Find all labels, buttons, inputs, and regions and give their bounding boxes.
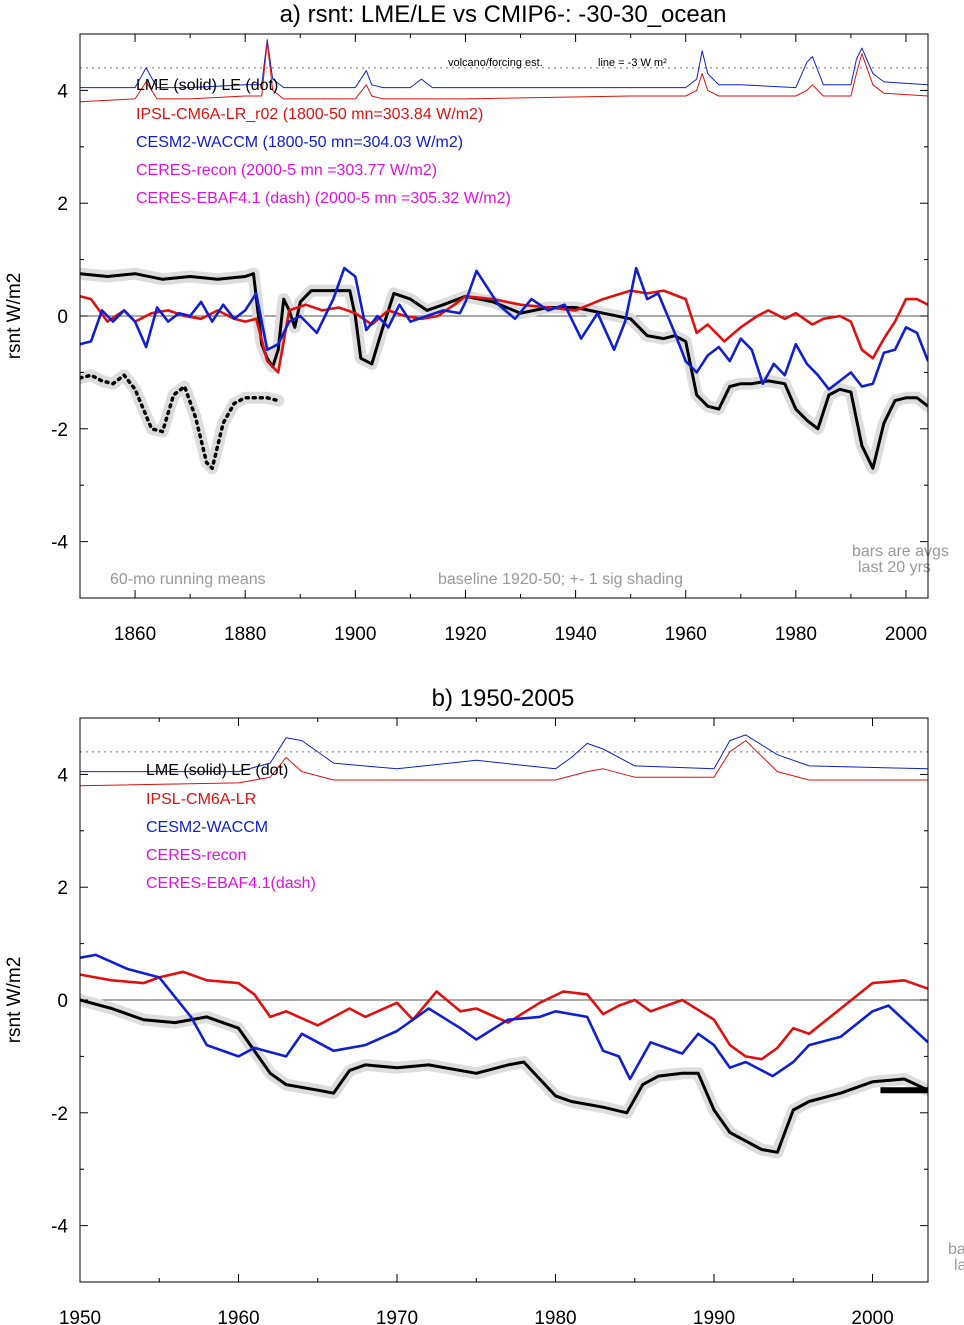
note-baseline: baseline 1920-50; +- 1 sig shading [438,571,683,588]
note-bars-b-line1: ba [948,1241,964,1258]
panel-b-xtick-label: 1970 [376,1308,418,1325]
legend-ipsl-a: IPSL-CM6A-LR_r02 (1800-50 mn=303.84 W/m2… [136,106,483,123]
panel-b-ytick-label: -4 [51,1217,68,1238]
panel-a-xtick-label: 1860 [114,624,156,645]
legend-ceres-a: CERES-recon (2000-5 mn =303.77 W/m2) [136,162,437,179]
panel-a-ytick-label: -2 [51,420,68,441]
panel-a-xtick-label: 1940 [554,624,596,645]
panel-a-ytick-label: -4 [51,533,68,554]
panel-a-xtick-label: 1880 [224,624,266,645]
panel-a-ytick-label: 4 [57,81,68,102]
legend-ipsl-b: IPSL-CM6A-LR [146,791,256,808]
legend-cesm-a: CESM2-WACCM (1800-50 mn=304.03 W/m2) [136,134,463,151]
legend-lme-b: LME (solid) LE (dot) [146,762,288,779]
legend-ceres-b: CERES-recon [146,847,246,864]
panel-a-series-2 [80,289,928,374]
panel-b-xtick-label: 1960 [217,1308,259,1325]
panel-b-series-2 [80,953,928,1081]
panel-b-title: b) 1950-2005 [432,685,575,712]
legend-lme-a: LME (solid) LE (dot) [136,77,278,94]
panel-b-xtick-label: 1980 [534,1308,576,1325]
panel-b-series [80,734,928,1159]
note-bars-b-line2: la [954,1257,964,1274]
panel-b-ytick-label: 2 [57,878,68,899]
panel-b-ytick-label: -2 [51,1104,68,1125]
panel-a-ytick-label: 2 [57,194,68,215]
panel-b-axes: 4 2 0 -2 -4 1950 1960 1970 1980 1990 2000 [51,717,928,1325]
panel-b-ytick-label: 4 [57,765,68,786]
panel-b-xtick-label: 1950 [59,1308,101,1325]
panel-b-xtick-label: 1990 [693,1308,735,1325]
panel-a-series-1 [80,373,280,471]
panel-a-xtick-label: 1980 [775,624,817,645]
panel-a-xtick-label: 1900 [334,624,376,645]
legend-ebaf-b: CERES-EBAF4.1(dash) [146,875,316,892]
panel-a-xtick-label: 1920 [444,624,486,645]
panel-b-series-1 [80,970,928,1061]
panel-b-xtick-label: 2000 [851,1308,893,1325]
legend-cesm-b: CESM2-WACCM [146,819,268,836]
panel-a-series [80,39,928,475]
line-label: line = -3 W m² [598,57,667,69]
volcano-label: volcano/forcing est. [448,57,543,69]
panel-b-series-3 [80,734,928,773]
panel-a-ytick-label: 0 [57,307,68,328]
panel-a: a) rsnt: LME/LE vs CMIP6-: -30-30_ocean … [4,1,949,645]
panel-a-xtick-label: 2000 [885,624,927,645]
note-bars-line2: last 20 yrs [858,559,931,576]
note-running-mean: 60-mo running means [110,571,266,588]
panel-a-axes: 4 2 0 -2 -4 1860 1880 1900 1920 1940 1960 1980 2000 [51,33,928,645]
panel-b-ytick-label: 0 [57,991,68,1012]
legend-ebaf-a: CERES-EBAF4.1 (dash) (2000-5 mn =305.32 … [136,190,511,207]
panel-b-series-0 [80,998,928,1154]
panel-a-series-5 [80,42,928,103]
panel-b-series-4 [80,740,928,787]
panel-b: b) 1950-2005 rsnt W/m2 LME (solid) LE (d… [4,685,964,1325]
panel-a-series-4 [80,39,928,89]
note-bars-line1: bars are avgs [852,543,949,560]
panel-a-series-3 [80,266,928,391]
panel-a-ylabel: rsnt W/m2 [4,273,25,360]
panel-a-title: a) rsnt: LME/LE vs CMIP6-: -30-30_ocean [280,1,727,28]
panel-b-ylabel: rsnt W/m2 [4,957,25,1044]
panel-a-shading-0 [80,267,928,475]
panel-a-xtick-label: 1960 [665,624,707,645]
panel-a-plot-area [80,39,928,475]
